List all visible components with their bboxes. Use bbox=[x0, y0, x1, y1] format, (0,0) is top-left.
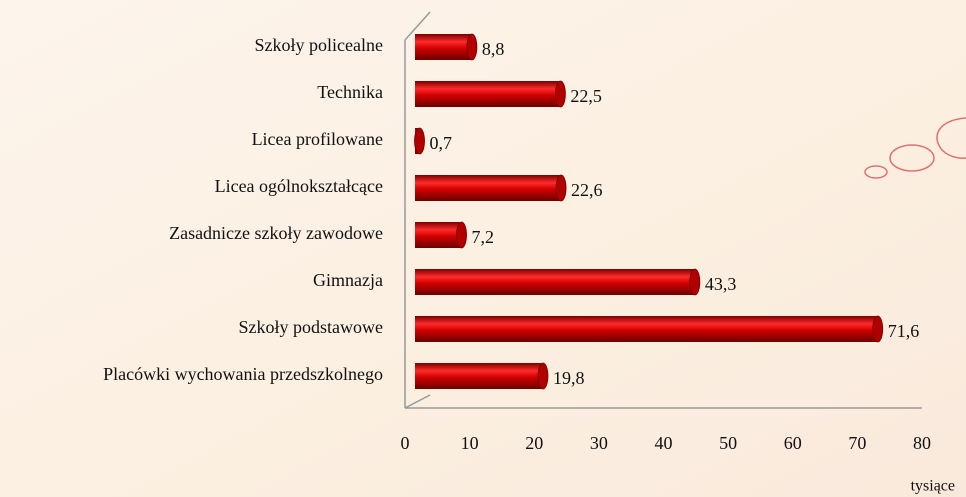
y-tick-label: Szkoły policealne bbox=[255, 35, 383, 55]
data-label: 7,2 bbox=[472, 227, 495, 247]
x-tick-label: 20 bbox=[525, 433, 543, 453]
bar-cap bbox=[872, 315, 884, 343]
bar-cap bbox=[537, 362, 549, 390]
bar-cap bbox=[555, 80, 566, 108]
decoration bbox=[864, 117, 966, 179]
bar bbox=[415, 175, 562, 201]
bar bbox=[415, 81, 561, 107]
y-tick-label: Szkoły podstawowe bbox=[239, 317, 383, 337]
bar-cap bbox=[414, 127, 425, 155]
y-tick-label: Licea profilowane bbox=[252, 129, 383, 149]
x-tick-label: 60 bbox=[784, 433, 802, 453]
data-label: 43,3 bbox=[705, 274, 737, 294]
bar bbox=[415, 34, 472, 60]
y-tick-label: Technika bbox=[317, 82, 383, 102]
x-axis-label: tysiące bbox=[911, 478, 955, 495]
axes-frame bbox=[404, 11, 922, 409]
x-tick-label: 70 bbox=[848, 433, 866, 453]
bar bbox=[415, 316, 878, 342]
x-tick-label: 30 bbox=[590, 433, 608, 453]
bar bbox=[415, 363, 543, 389]
data-label: 22,6 bbox=[571, 180, 603, 200]
bar-cap bbox=[456, 221, 467, 249]
y-tick-label: Zasadnicze szkoły zawodowe bbox=[169, 223, 383, 243]
x-tick-label: 10 bbox=[461, 433, 479, 453]
x-tick-label: 40 bbox=[655, 433, 673, 453]
data-label: 19,8 bbox=[553, 368, 585, 388]
data-label: 0,7 bbox=[430, 133, 453, 153]
bar-cap bbox=[689, 268, 701, 296]
data-label: 22,5 bbox=[570, 86, 602, 106]
bar-cap bbox=[466, 33, 478, 61]
x-tick-label: 0 bbox=[401, 433, 410, 453]
x-tick-label: 50 bbox=[719, 433, 737, 453]
y-tick-label: Placówki wychowania przedszkolnego bbox=[103, 364, 383, 384]
data-label: 8,8 bbox=[482, 39, 505, 59]
data-label: 71,6 bbox=[888, 321, 920, 341]
x-tick-label: 80 bbox=[913, 433, 931, 453]
y-tick-label: Licea ogólnokształcące bbox=[215, 176, 383, 196]
bar bbox=[415, 269, 695, 295]
bar bbox=[415, 222, 462, 248]
bar-cap bbox=[555, 174, 567, 202]
y-tick-label: Gimnazja bbox=[313, 270, 383, 290]
